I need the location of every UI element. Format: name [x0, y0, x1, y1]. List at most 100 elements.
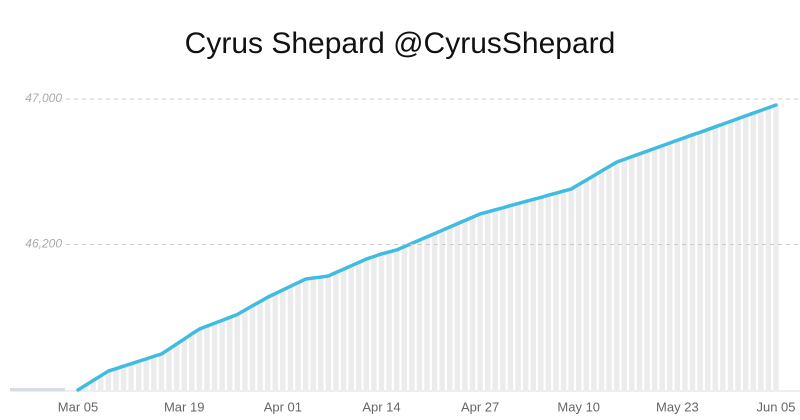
- day-column: [613, 162, 620, 390]
- day-column: [454, 223, 461, 390]
- day-column: [333, 272, 339, 390]
- day-column: [447, 227, 453, 390]
- day-column: [507, 205, 514, 390]
- day-column: [113, 368, 119, 390]
- day-column: [484, 211, 491, 390]
- day-column: [553, 193, 559, 390]
- x-tick-label: Apr 01: [264, 399, 302, 414]
- day-column: [348, 265, 354, 390]
- day-column: [469, 217, 476, 390]
- day-column: [636, 153, 643, 390]
- day-column: [621, 159, 627, 390]
- day-column: [667, 143, 673, 390]
- day-column: [257, 301, 263, 390]
- day-column: [439, 230, 445, 390]
- day-column: [515, 203, 521, 390]
- day-column: [295, 282, 301, 390]
- day-column: [659, 145, 665, 390]
- day-column: [90, 380, 96, 390]
- day-column: [689, 134, 696, 390]
- day-column: [393, 249, 400, 390]
- day-column: [431, 233, 438, 390]
- day-column: [318, 277, 324, 390]
- day-column: [227, 317, 233, 390]
- day-column: [697, 132, 703, 390]
- day-column: [735, 118, 741, 390]
- day-column: [135, 361, 142, 390]
- day-column: [173, 343, 180, 390]
- day-column: [629, 156, 635, 390]
- day-column: [576, 184, 582, 390]
- day-column: [143, 358, 150, 390]
- y-tick-label: 47,000: [25, 91, 62, 105]
- day-column: [211, 323, 218, 390]
- day-column: [340, 269, 347, 390]
- day-column: [773, 105, 779, 390]
- day-column: [242, 310, 248, 390]
- day-column: [386, 251, 392, 390]
- day-column: [727, 121, 734, 390]
- day-column: [128, 363, 134, 390]
- day-column: [651, 148, 658, 390]
- day-column: [249, 305, 256, 390]
- day-column: [492, 209, 499, 390]
- day-column: [280, 289, 286, 390]
- day-column: [598, 171, 605, 390]
- day-column: [750, 113, 756, 390]
- y-tick-label: 46,200: [25, 237, 62, 251]
- x-tick-label: Mar 05: [58, 399, 98, 414]
- day-column: [477, 213, 483, 390]
- day-column: [765, 107, 772, 390]
- day-column: [545, 195, 552, 390]
- day-column: [181, 339, 187, 390]
- day-column: [219, 320, 225, 390]
- day-column: [424, 236, 430, 390]
- x-tick-label: May 10: [557, 399, 600, 414]
- day-column: [401, 246, 407, 390]
- day-column: [591, 175, 597, 390]
- day-column: [355, 262, 362, 390]
- day-column: [371, 256, 377, 390]
- day-column: [82, 385, 89, 390]
- day-column: [704, 129, 711, 390]
- day-column: [105, 371, 112, 390]
- day-column: [272, 293, 278, 390]
- day-column: [378, 253, 385, 390]
- day-column: [530, 199, 536, 390]
- x-tick-label: Apr 27: [461, 399, 499, 414]
- day-column: [264, 297, 271, 390]
- x-tick-label: Apr 14: [362, 399, 400, 414]
- day-column: [234, 314, 241, 390]
- day-column: [583, 180, 590, 390]
- x-tick-label: May 23: [656, 399, 699, 414]
- day-column: [522, 201, 529, 390]
- day-column: [189, 333, 195, 390]
- day-column: [682, 137, 688, 390]
- day-column: [287, 286, 294, 390]
- day-column: [120, 366, 127, 390]
- day-column: [416, 240, 423, 390]
- day-column: [196, 329, 203, 390]
- day-column: [98, 375, 104, 390]
- day-column: [409, 243, 415, 390]
- day-column: [644, 151, 650, 390]
- x-tick-label: Mar 19: [164, 399, 204, 414]
- day-column: [560, 191, 567, 390]
- day-column: [158, 353, 165, 390]
- day-column: [363, 259, 370, 390]
- day-column: [204, 326, 210, 390]
- day-column: [568, 189, 574, 390]
- day-column: [758, 110, 764, 390]
- day-column: [302, 279, 309, 390]
- day-column: [742, 115, 749, 391]
- day-column: [166, 349, 172, 390]
- day-column: [712, 126, 719, 390]
- day-column: [720, 124, 726, 390]
- line: [76, 103, 778, 392]
- day-column: [310, 277, 316, 390]
- baseline-segment: [10, 388, 65, 391]
- day-column: [674, 140, 681, 390]
- day-column: [462, 220, 468, 390]
- day-column: [538, 197, 544, 390]
